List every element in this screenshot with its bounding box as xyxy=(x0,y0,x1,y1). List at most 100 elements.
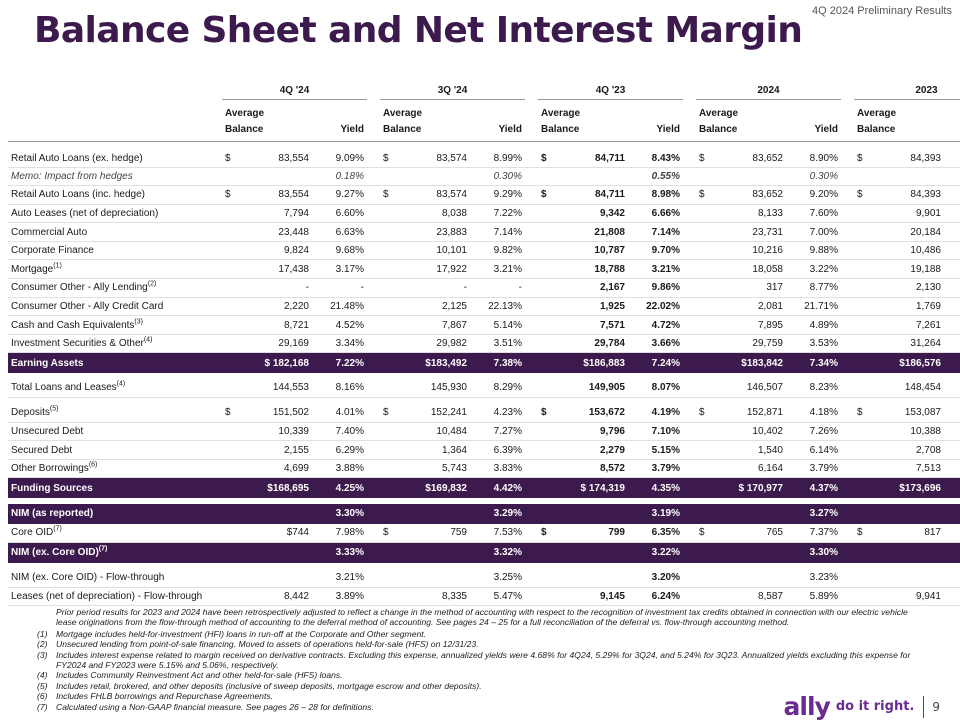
period-header: 4Q '24 xyxy=(222,83,367,100)
yield-cell: 8.77% xyxy=(786,278,841,298)
footnote-text: Includes Community Reinvestment Act and … xyxy=(56,670,343,681)
column-gap xyxy=(683,204,696,224)
balance-value: 10,388 xyxy=(910,425,941,437)
yield-cell: 6.93% xyxy=(944,587,960,607)
footnote-ref: (7) xyxy=(98,545,108,553)
footnote: (6) Includes FHLB borrowings and Repurcha… xyxy=(37,691,917,701)
balance-value: 83,554 xyxy=(278,189,309,201)
yield-cell: 6.63% xyxy=(312,222,367,242)
balance-cell: 9,901 xyxy=(854,204,944,224)
column-gap xyxy=(525,167,538,187)
yield-cell: 7.24% xyxy=(628,352,683,373)
balance-label: Balance xyxy=(380,119,470,142)
column-gap xyxy=(841,503,854,524)
table-row-total-loans: Total Loans and Leases(4) 144,553 8.16% 145… xyxy=(8,378,960,399)
balance-value: 145,930 xyxy=(430,382,467,394)
balance-cell: 317 xyxy=(696,278,786,298)
yield-cell: - xyxy=(312,278,367,298)
brand-footer: ally do it right. 9 xyxy=(784,692,941,720)
column-gap xyxy=(367,568,380,588)
footnote-text: Includes interest expense related to mar… xyxy=(56,649,911,671)
balance-cell: $ 170,977 xyxy=(696,477,786,498)
footnote-number: (1) xyxy=(37,628,48,639)
yield-cell: 8.03% xyxy=(944,141,960,168)
balance-value: 765 xyxy=(766,527,783,539)
column-gap xyxy=(367,278,380,298)
yield-cell: 7.26% xyxy=(786,422,841,442)
row-label-text: Investment Securities & Other xyxy=(11,338,144,350)
balance-value: 84,711 xyxy=(594,189,625,201)
balance-value: 8,133 xyxy=(757,207,783,219)
column-gap xyxy=(525,542,538,563)
balance-cell xyxy=(222,167,312,187)
balance-value: 8,721 xyxy=(283,319,309,331)
average-label: Average xyxy=(383,108,423,119)
balance-cell: $83,574 xyxy=(380,185,470,205)
table-row-core-oid: Core OID(7) $744 7.98% $759 7.53% $799 6.35% $7… xyxy=(8,523,960,543)
balance-cell xyxy=(854,542,944,563)
yield-cell: 6.24% xyxy=(628,587,683,607)
currency-symbol: $ xyxy=(383,189,389,201)
balance-cell: 10,388 xyxy=(854,422,944,442)
column-gap xyxy=(525,352,538,373)
row-label-text: Commercial Auto xyxy=(11,226,88,238)
yield-cell: 4.52% xyxy=(312,315,367,335)
row-label: Consumer Other - Ally Credit Card xyxy=(8,297,222,317)
column-gap xyxy=(683,167,696,187)
yield-cell: 7.27% xyxy=(470,422,525,442)
yield-cell: - xyxy=(470,278,525,298)
balance-cell: $765 xyxy=(696,523,786,543)
balance-cell: 21,808 xyxy=(538,222,628,242)
balance-cell: 9,941 xyxy=(854,587,944,607)
column-gap xyxy=(525,222,538,242)
table-row-nim-flow: NIM (ex. Core OID) - Flow-through 3.21% 3.… xyxy=(8,568,960,588)
column-gap xyxy=(367,523,380,543)
currency-symbol: $ xyxy=(383,407,389,419)
yield-cell: 3.33% xyxy=(944,503,960,524)
column-gap xyxy=(841,278,854,298)
currency-symbol: $ xyxy=(541,189,547,201)
balance-value: 2,125 xyxy=(441,300,467,312)
footnote-text: Includes retail, brokered, and other dep… xyxy=(56,680,482,691)
yield-cell: 7.37% xyxy=(786,523,841,543)
row-label-text: Auto Leases (net of depreciation) xyxy=(11,207,159,219)
balance-value: 759 xyxy=(450,527,467,539)
footnote: (4) Includes Community Reinvestment Act a… xyxy=(37,670,917,680)
balance-value: 29,982 xyxy=(436,338,467,350)
balance-value: 18,788 xyxy=(594,263,625,275)
row-label: Core OID(7) xyxy=(8,523,222,543)
yield-cell: 4.25% xyxy=(312,477,367,498)
balance-value: 2,220 xyxy=(283,300,309,312)
yield-cell: 3.53% xyxy=(786,334,841,354)
yield-cell: 4.89% xyxy=(786,315,841,335)
table-row-commercial-auto: Commercial Auto 23,448 6.63% 23,883 7.14% 21,… xyxy=(8,222,960,242)
yield-cell: 0.30% xyxy=(786,167,841,187)
balance-value: 10,216 xyxy=(752,245,783,257)
currency-symbol: $ xyxy=(541,527,547,539)
balance-cell: $152,871 xyxy=(696,403,786,423)
balance-value: 1,540 xyxy=(757,444,783,456)
yield-cell: 3.27% xyxy=(786,503,841,524)
yield-label: Yield xyxy=(312,119,367,142)
balance-cell: 5,743 xyxy=(380,459,470,479)
balance-value: - xyxy=(305,282,309,294)
balance-value: 148,454 xyxy=(904,382,941,394)
column-gap xyxy=(367,477,380,498)
balance-value: 9,824 xyxy=(283,245,309,257)
row-label-text: Secured Debt xyxy=(11,444,73,456)
balance-cell: 4,699 xyxy=(222,459,312,479)
balance-cell: 1,925 xyxy=(538,297,628,317)
yield-cell: 8.43% xyxy=(628,141,683,168)
balance-cell: 146,507 xyxy=(696,378,786,399)
column-gap xyxy=(367,204,380,224)
balance-cell: $84,711 xyxy=(538,141,628,168)
column-gap xyxy=(367,241,380,261)
balance-cell: 145,930 xyxy=(380,378,470,399)
balance-value: 152,241 xyxy=(430,407,467,419)
column-gap xyxy=(841,403,854,423)
balance-value: $744 xyxy=(286,527,309,539)
yield-cell: 9.82% xyxy=(470,241,525,261)
row-label: Auto Leases (net of depreciation) xyxy=(8,204,222,224)
footnote-ref: (5) xyxy=(49,405,59,413)
column-gap xyxy=(367,440,380,460)
